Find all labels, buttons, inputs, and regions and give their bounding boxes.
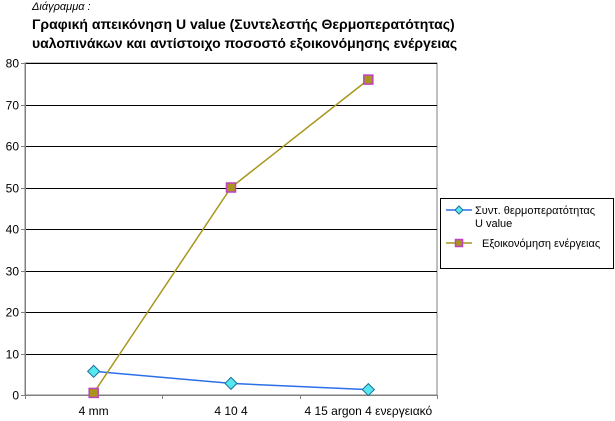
x-tick-label-1: 4 10 4: [214, 404, 248, 418]
y-tick-label-30: 30: [6, 265, 20, 279]
legend-label-0-1: U value: [475, 218, 512, 230]
y-tick-label-50: 50: [6, 182, 20, 196]
y-tick-label-80: 80: [6, 57, 20, 71]
plot-area: [24, 62, 438, 396]
series-0-point-0: [86, 364, 101, 379]
series-0-point-1: [224, 376, 238, 391]
series-0-point-2: [361, 382, 376, 397]
series-layer: [86, 74, 376, 399]
chart-title-line-2: υαλοπινάκων και αντίστοιχο ποσοστό εξοικ…: [32, 35, 458, 51]
y-tick-label-70: 70: [6, 99, 20, 113]
x-axis-ticks: 4 mm 4 10 4 4 15 argon 4 ενεργειακό: [25, 395, 438, 418]
x-tick-label-0: 4 mm: [79, 404, 109, 418]
y-tick-label-10: 10: [6, 348, 20, 362]
legend-label-1-0: Εξοικονόμηση ενέργειας: [482, 238, 600, 250]
y-tick-label-20: 20: [6, 306, 20, 320]
series-1-point-2: [363, 74, 374, 85]
legend-label-0-0: Συντ. θερμοπερατότητας: [475, 205, 595, 217]
legend-swatch-marker-1: [454, 238, 464, 248]
legend-swatch-marker-0: [454, 205, 464, 215]
y-tick-label-40: 40: [6, 223, 20, 237]
series-1-point-0: [88, 387, 99, 399]
y-axis-ticks: 0 10 20 30 40 50 60 70 80: [6, 57, 25, 403]
y-tick-label-60: 60: [6, 140, 20, 154]
y-tick-label-0: 0: [12, 389, 19, 403]
x-tick-label-2: 4 15 argon 4 ενεργειακό: [304, 404, 432, 418]
chart-caption: Διάγραμμα :: [32, 1, 91, 13]
series-1-point-1: [225, 182, 237, 193]
chart-title-line-1: Γραφική απεικόνηση U value (Συντελεστής …: [32, 16, 455, 32]
